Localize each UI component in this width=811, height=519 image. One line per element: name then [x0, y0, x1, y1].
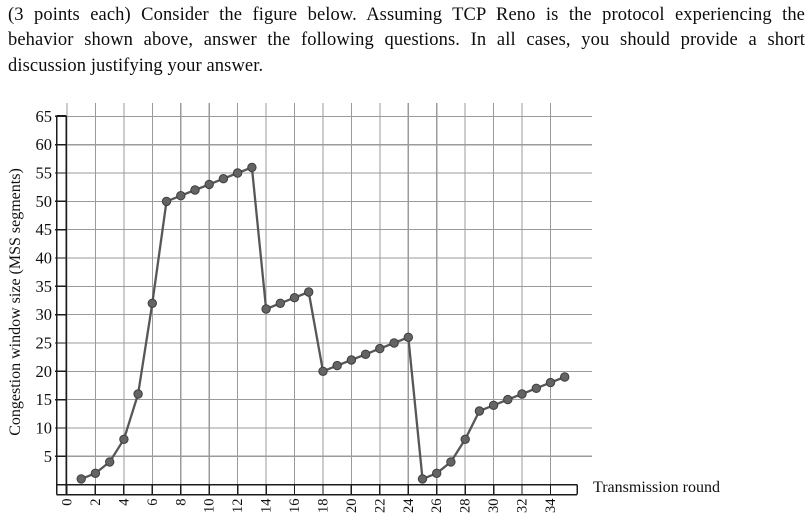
data-point-round-19	[332, 360, 342, 371]
data-point-round-15	[275, 298, 285, 308]
y-tick-label-10: 10	[36, 418, 53, 437]
question-line-3: discussion justifying your answer.	[8, 55, 264, 76]
x-tick-label-group-32: 32	[515, 499, 531, 514]
x-tick-label-group-2: 2	[88, 499, 104, 506]
data-point-round-34	[545, 377, 556, 388]
x-tick-label-32: 32	[515, 499, 531, 514]
data-point-round-5	[133, 389, 143, 399]
x-tick-label-18: 18	[315, 499, 331, 514]
x-tick-label-group-12: 12	[230, 499, 246, 514]
y-tick-label-15: 15	[36, 390, 53, 409]
y-tick-label-5: 5	[44, 447, 52, 466]
y-tick-label-55: 55	[36, 164, 53, 183]
x-tick-label-4: 4	[116, 498, 132, 506]
question-line-2: behavior shown above, answer the followi…	[8, 30, 805, 51]
x-tick-label-20: 20	[344, 499, 360, 514]
data-point-round-31	[503, 394, 513, 405]
data-point-round-1	[76, 474, 86, 484]
data-point-round-28	[460, 434, 470, 444]
data-point-round-26	[432, 468, 442, 478]
data-point-round-11	[218, 174, 229, 184]
data-point-round-8	[176, 191, 186, 201]
x-tick-label-2: 2	[88, 499, 104, 506]
data-point-round-4	[119, 434, 129, 444]
question-line-1: (3 points each) Consider the figure belo…	[8, 5, 805, 25]
x-tick-label-24: 24	[401, 498, 417, 513]
data-point-round-21	[360, 349, 371, 359]
x-tick-label-group-4: 4	[116, 498, 132, 506]
data-point-round-14	[261, 304, 271, 314]
y-tick-label-30: 30	[36, 305, 53, 324]
x-tick-label-12: 12	[230, 499, 246, 514]
data-point-round-16	[289, 293, 300, 303]
data-point-round-33	[531, 383, 541, 393]
data-point-round-18	[318, 366, 328, 376]
x-tick-label-group-8: 8	[173, 499, 189, 506]
x-tick-label-group-20: 20	[344, 499, 360, 514]
y-axis-title: Congestion window size (MSS segments)	[7, 168, 24, 436]
x-tick-label-26: 26	[429, 499, 445, 514]
data-point-round-30	[488, 400, 499, 410]
x-tick-label-group-16: 16	[287, 499, 303, 514]
x-tick-label-14: 14	[259, 498, 275, 513]
x-tick-label-group-34: 34	[543, 498, 559, 513]
x-tick-label-group-18: 18	[315, 499, 331, 514]
data-point-round-23	[389, 338, 399, 348]
data-point-round-10	[204, 179, 214, 190]
data-point-round-27	[446, 457, 456, 467]
x-tick-label-28: 28	[458, 499, 474, 514]
data-point-round-17	[304, 287, 314, 297]
data-point-round-2	[90, 468, 101, 478]
y-tick-label-35: 35	[36, 277, 53, 296]
svg-text:Congestion window size (MSS se: Congestion window size (MSS segments)	[7, 168, 24, 436]
x-tick-label-group-10: 10	[202, 499, 218, 514]
x-tick-label-10: 10	[202, 499, 218, 514]
data-point-round-29	[474, 406, 485, 416]
y-tick-label-40: 40	[36, 249, 53, 268]
x-tick-label-group-14: 14	[259, 498, 275, 513]
question-text: (3 points each) Consider the figure belo…	[8, 3, 805, 79]
x-axis-title: Transmission round	[593, 479, 720, 496]
y-tick-label-20: 20	[36, 362, 53, 381]
y-tick-label-60: 60	[36, 135, 53, 154]
x-tick-label-8: 8	[173, 499, 189, 506]
x-tick-label-34: 34	[543, 498, 559, 513]
data-point-round-25	[417, 474, 428, 484]
x-tick-label-group-26: 26	[429, 499, 445, 514]
x-tick-label-group-30: 30	[486, 499, 502, 514]
data-point-round-35	[560, 372, 570, 382]
x-tick-label-16: 16	[287, 499, 303, 514]
y-tick-label-25: 25	[36, 333, 53, 352]
data-point-round-24	[403, 332, 413, 342]
data-point-round-9	[190, 185, 200, 195]
x-tick-label-group-0: 0	[60, 499, 76, 506]
x-tick-label-group-24: 24	[401, 498, 417, 513]
data-point-round-13	[247, 162, 257, 173]
data-point-round-7	[161, 196, 172, 207]
x-tick-label-6: 6	[145, 499, 161, 506]
y-tick-label-45: 45	[36, 220, 53, 239]
y-tick-label-65: 65	[36, 107, 53, 126]
data-point-round-6	[147, 298, 158, 308]
data-point-round-22	[375, 343, 385, 354]
data-point-round-32	[517, 389, 527, 399]
data-point-round-12	[232, 168, 243, 178]
data-point-round-3	[105, 457, 115, 467]
x-tick-label-group-6: 6	[145, 499, 161, 506]
x-tick-label-group-22: 22	[372, 499, 388, 514]
y-tick-label-50: 50	[36, 192, 53, 211]
x-tick-label-0: 0	[60, 499, 76, 506]
data-point-round-20	[346, 355, 357, 365]
x-tick-label-22: 22	[372, 499, 388, 514]
x-tick-label-30: 30	[486, 499, 502, 514]
x-tick-label-group-28: 28	[458, 499, 474, 514]
